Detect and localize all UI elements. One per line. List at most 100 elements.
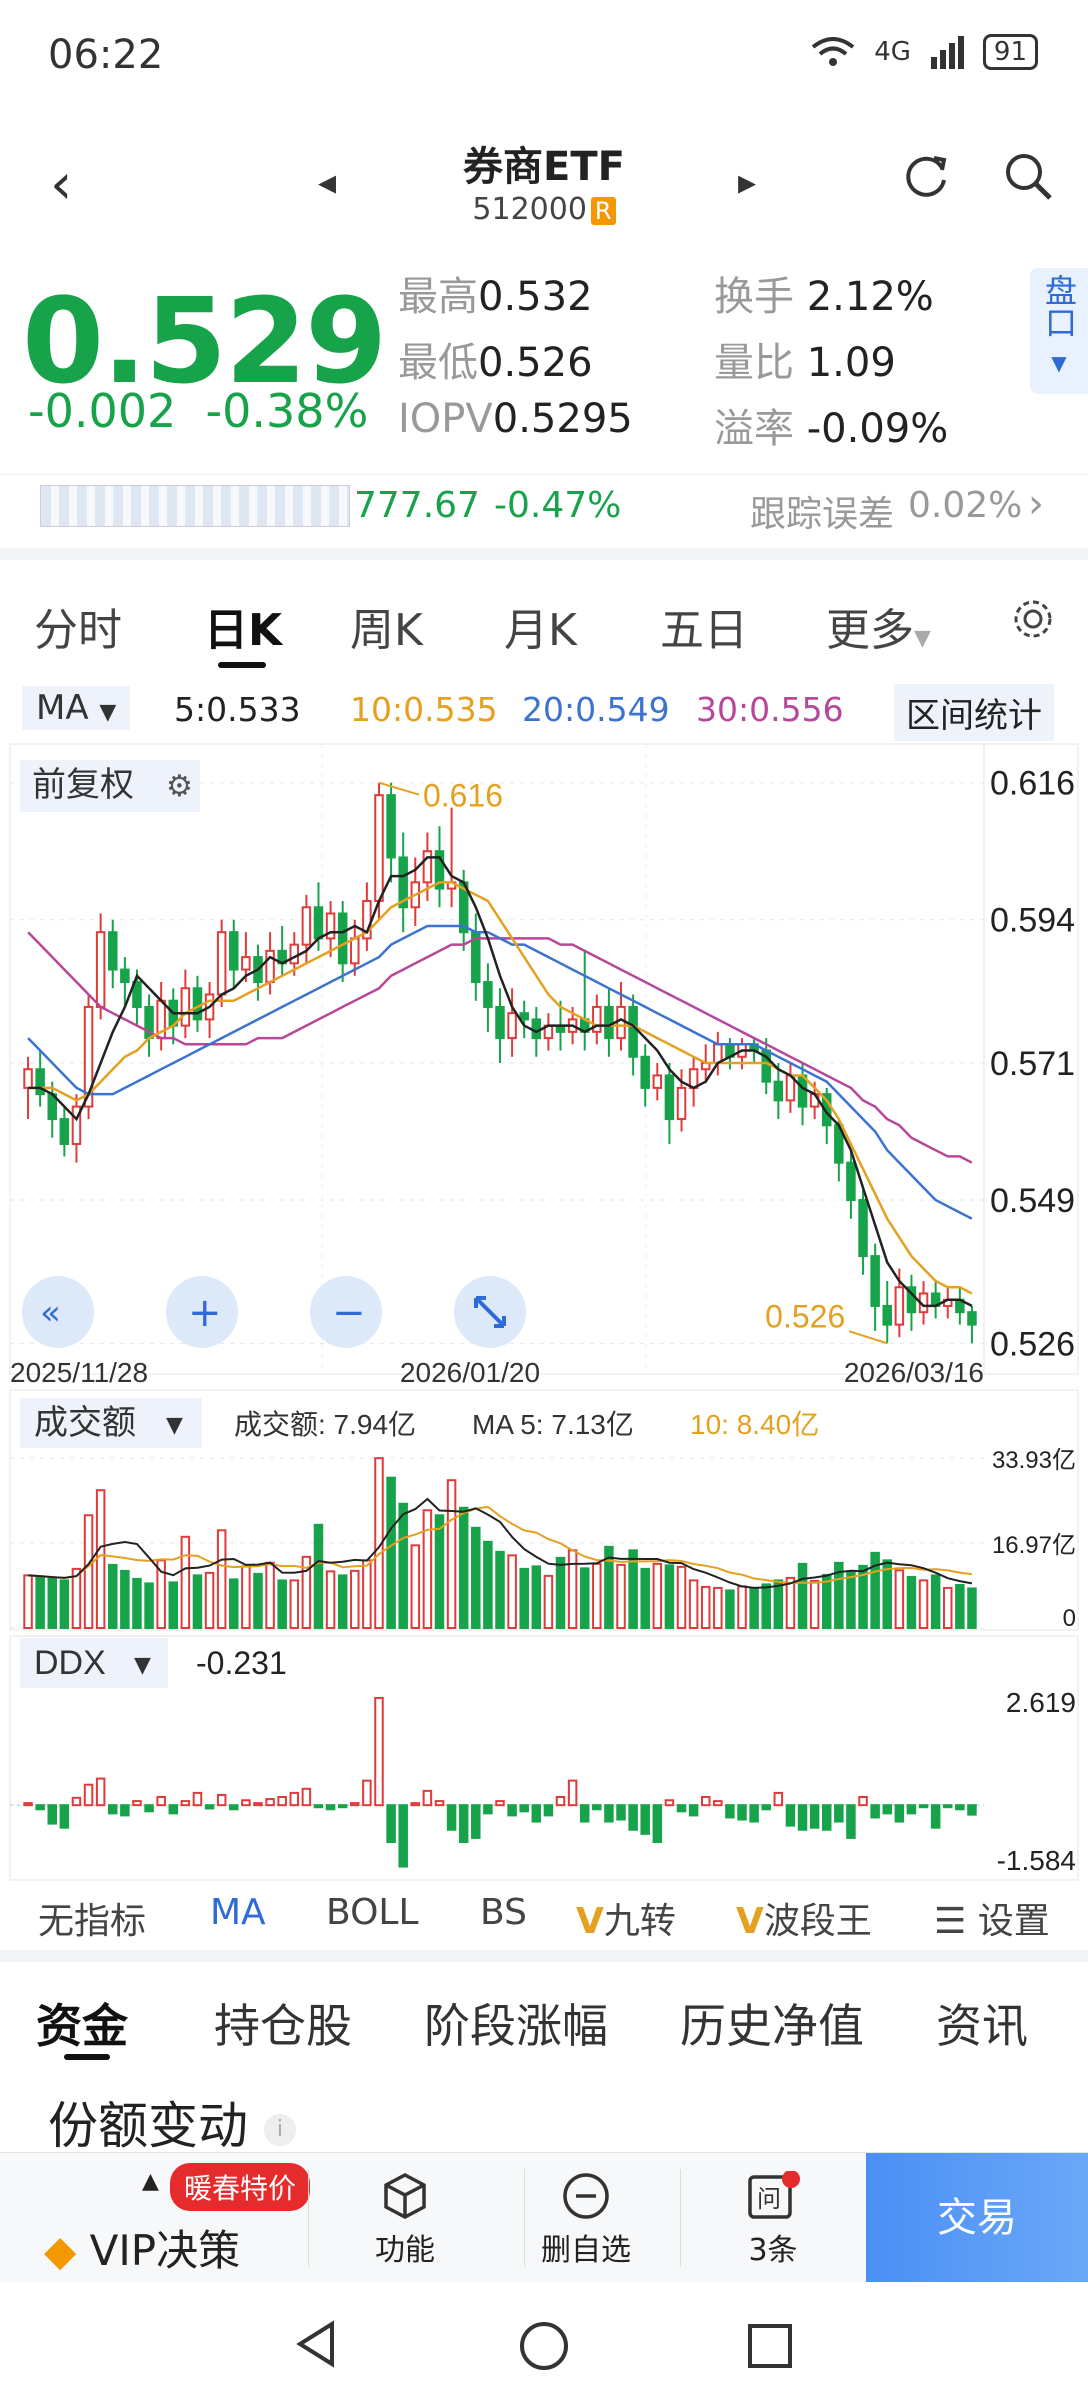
ma20-line bbox=[27, 924, 973, 1220]
ddx-bar bbox=[652, 1804, 663, 1844]
indicator-bs[interactable]: BS bbox=[480, 1892, 527, 1933]
trade-button[interactable]: 交易 bbox=[866, 2153, 1088, 2283]
indicator-jiuzhuan-label: 九转 bbox=[603, 1901, 676, 1942]
tab-five-day[interactable]: 五日 bbox=[660, 605, 748, 656]
candle bbox=[108, 919, 118, 989]
stat-volume-ratio-label: 量比 bbox=[714, 340, 794, 386]
indicator-ma[interactable]: MA bbox=[210, 1892, 266, 1933]
candle bbox=[192, 975, 203, 1032]
tab-day-k[interactable]: 日K bbox=[204, 605, 283, 656]
tab-period-change[interactable]: 阶段涨幅 bbox=[424, 1999, 608, 2053]
tab-funds[interactable]: 资金 bbox=[36, 1999, 128, 2053]
min-annotation: 0.526 bbox=[765, 1298, 845, 1334]
svg-text:−: − bbox=[332, 1290, 366, 1336]
ddx-bar bbox=[434, 1800, 445, 1807]
volume-select[interactable]: 成交额 bbox=[34, 1404, 136, 1442]
tab-timeshare[interactable]: 分时 bbox=[34, 605, 122, 656]
ddx-bar bbox=[773, 1791, 784, 1807]
function-button[interactable]: 功能 bbox=[362, 2171, 448, 2269]
fullscreen-button[interactable] bbox=[454, 1276, 526, 1348]
prev-stock-button[interactable]: ◂ bbox=[318, 162, 337, 203]
settings-gear-icon[interactable] bbox=[1010, 596, 1056, 642]
ask-button[interactable]: 问 3条 bbox=[728, 2170, 818, 2269]
volume-bar bbox=[483, 1540, 493, 1629]
indicator-settings[interactable]: ☰ 设置 bbox=[934, 1892, 1050, 1944]
indicator-boduanwang[interactable]: V波段王 bbox=[736, 1892, 872, 1944]
zoom-in-button[interactable]: + bbox=[166, 1276, 238, 1348]
volume-bar bbox=[386, 1476, 396, 1630]
ddx-bar bbox=[410, 1802, 421, 1807]
ddx-bar bbox=[761, 1804, 771, 1811]
adjust-label[interactable]: 前复权 bbox=[32, 766, 134, 804]
candle bbox=[471, 913, 481, 1001]
volume-bar bbox=[434, 1514, 445, 1629]
volume-bar bbox=[664, 1564, 675, 1629]
candle bbox=[882, 1281, 892, 1344]
x-tick-label: 2025/11/28 bbox=[10, 1357, 148, 1388]
ddx-bar bbox=[132, 1800, 142, 1807]
indicator-boll[interactable]: BOLL bbox=[326, 1892, 419, 1933]
tab-week-k[interactable]: 周K bbox=[350, 605, 423, 656]
ddx-bar bbox=[95, 1777, 106, 1807]
vip-button[interactable]: ◆ VIP决策 bbox=[44, 2217, 240, 2278]
indicator-boduanwang-label: 波段王 bbox=[763, 1901, 872, 1942]
volume-bar bbox=[555, 1556, 566, 1630]
ma10-value: 10:0.535 bbox=[350, 690, 498, 729]
volume-bar bbox=[616, 1563, 626, 1630]
volume-bar bbox=[579, 1567, 590, 1630]
nav-recents-icon[interactable] bbox=[746, 2322, 794, 2370]
volume-bar bbox=[773, 1579, 784, 1629]
ddx-bar bbox=[265, 1798, 275, 1807]
stock-code-text: 512000 bbox=[472, 192, 587, 227]
volume-bar bbox=[83, 1514, 94, 1629]
ddx-bar bbox=[446, 1804, 457, 1831]
back-button[interactable]: ‹ bbox=[50, 152, 73, 217]
indicator-jiuzhuan[interactable]: V九转 bbox=[576, 1892, 676, 1944]
nav-home-icon[interactable] bbox=[518, 2320, 570, 2372]
tab-month-k[interactable]: 月K bbox=[504, 605, 577, 656]
indicator-none[interactable]: 无指标 bbox=[38, 1901, 147, 1942]
stat-high: 最高0.532 bbox=[398, 264, 593, 322]
volume-bar bbox=[132, 1577, 142, 1630]
ddx-bar bbox=[144, 1804, 154, 1813]
ddx-select[interactable]: DDX bbox=[34, 1644, 106, 1682]
info-icon[interactable]: i bbox=[263, 2113, 296, 2146]
ddx-bar bbox=[894, 1804, 905, 1823]
volume-bar bbox=[422, 1509, 433, 1629]
range-stats-button[interactable]: 区间统计 bbox=[894, 684, 1054, 741]
ddx-bar bbox=[277, 1795, 287, 1807]
nav-back-icon[interactable] bbox=[292, 2320, 340, 2368]
tab-news[interactable]: 资讯 bbox=[936, 1999, 1028, 2053]
stat-iopv-value: 0.5295 bbox=[492, 396, 633, 442]
price-change: -0.002 -0.38% bbox=[28, 384, 368, 438]
tab-nav-history[interactable]: 历史净值 bbox=[680, 1999, 864, 2053]
remove-watchlist-button[interactable]: 删自选 bbox=[536, 2171, 636, 2269]
next-stock-button[interactable]: ▸ bbox=[738, 162, 757, 203]
ddx-bar bbox=[955, 1804, 965, 1811]
tab-more[interactable]: 更多▼ bbox=[826, 594, 931, 658]
adjust-gear-icon[interactable]: ⚙ bbox=[166, 769, 193, 804]
ddx-bar bbox=[59, 1804, 70, 1829]
candle bbox=[362, 882, 372, 951]
ddx-bar bbox=[216, 1793, 227, 1807]
volume-bar bbox=[628, 1549, 638, 1629]
pankou-button[interactable]: 盘口 ▼ bbox=[1030, 268, 1088, 394]
ma-select-label: MA bbox=[36, 688, 89, 728]
refresh-icon[interactable] bbox=[898, 148, 954, 204]
kline-chart[interactable]: 0.616 0.594 0.571 0.549 0.526 2025/11/28 2026/… bbox=[0, 740, 1088, 1882]
tab-holdings[interactable]: 持仓股 bbox=[214, 1999, 352, 2053]
ma-select[interactable]: MA ▼ bbox=[22, 686, 131, 730]
index-row[interactable]: 777.67 -0.47% 跟踪误差 0.02% › bbox=[0, 474, 1088, 542]
candle bbox=[168, 988, 179, 1045]
volume-ma10-line bbox=[28, 1505, 973, 1585]
search-icon[interactable] bbox=[1000, 148, 1056, 204]
ddx-bar bbox=[531, 1804, 542, 1823]
ddx-bar bbox=[700, 1795, 711, 1807]
candle bbox=[955, 1287, 965, 1325]
scroll-left-button[interactable]: « bbox=[22, 1276, 94, 1348]
zoom-out-button[interactable]: − bbox=[310, 1276, 382, 1348]
ddx-bar bbox=[168, 1804, 179, 1815]
ddx-bar bbox=[325, 1804, 336, 1811]
candle bbox=[398, 832, 408, 933]
promo-badge: 暖春特价 bbox=[170, 2163, 311, 2211]
